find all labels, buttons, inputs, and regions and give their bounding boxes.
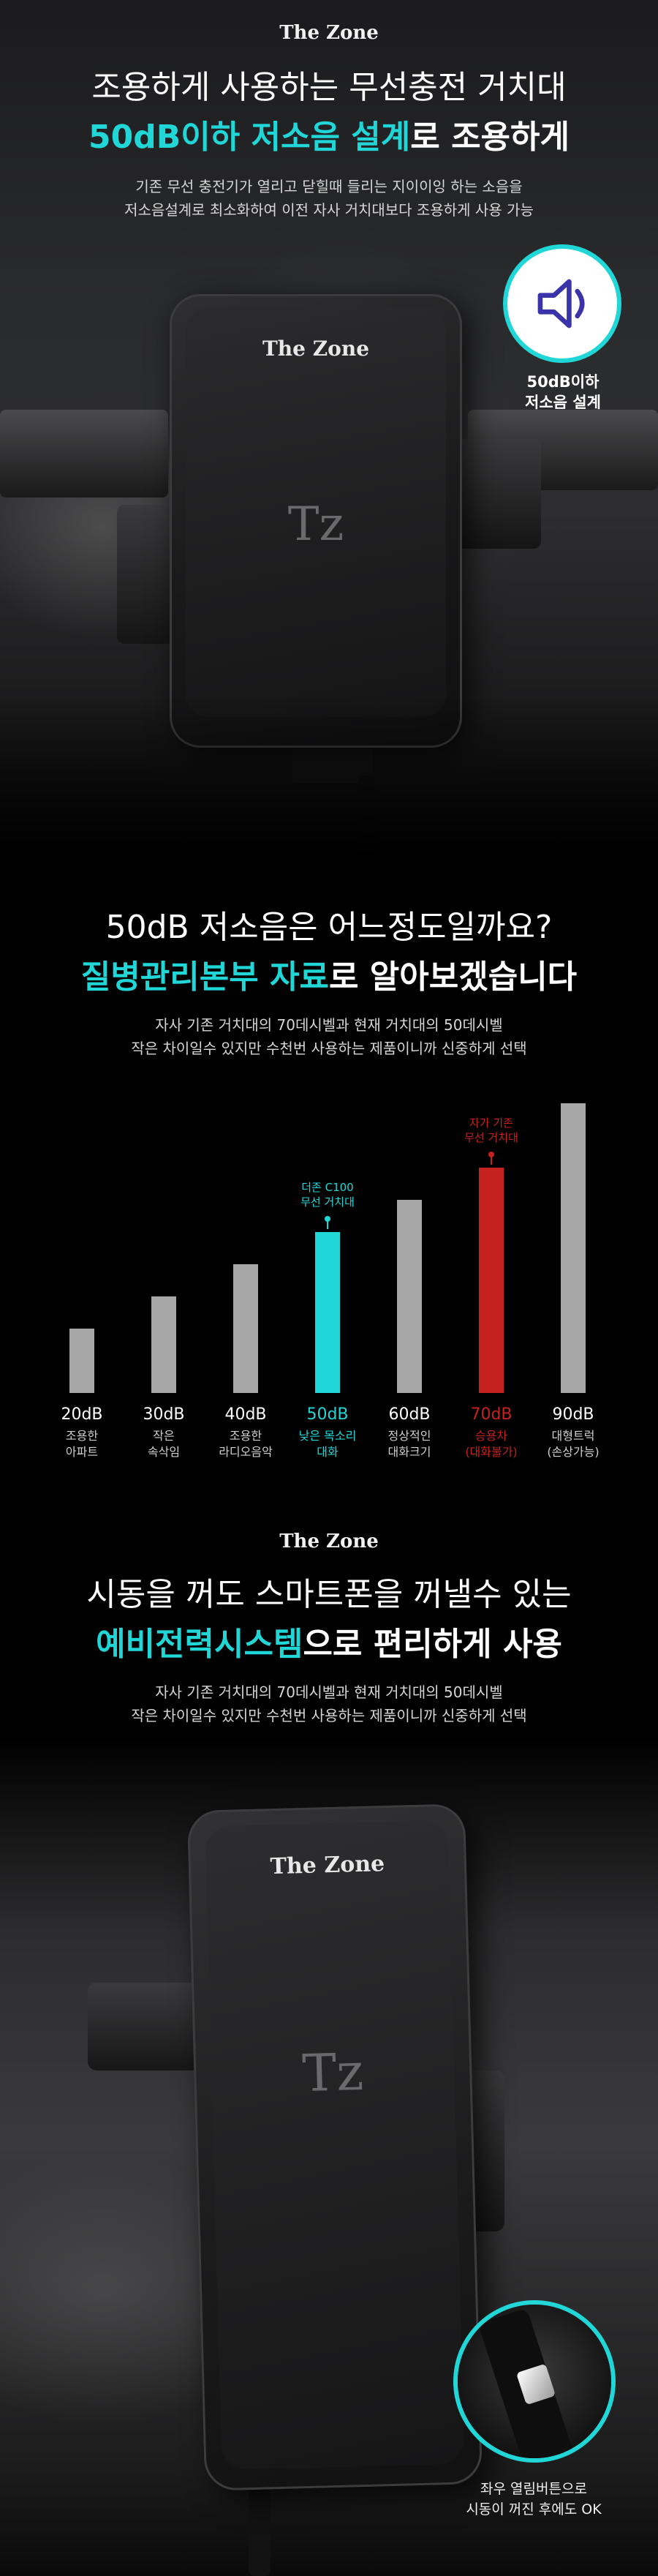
tick-label-70dB: 70dB	[470, 1405, 512, 1424]
bar-90dB	[561, 1103, 586, 1393]
bar-description-90dB-2: (손상가능)	[547, 1445, 599, 1459]
chart-section-title-rest: 로 알아보겠습니다	[329, 958, 578, 996]
release-button-zoom	[458, 2305, 611, 2458]
backup-desc-line2: 작은 차이일수 있지만 수천번 사용하는 제품이니까 신중하게 선택	[131, 1707, 527, 1724]
wireless-charger-device: The Zone Tz	[170, 294, 462, 748]
bar-description-40dB-1: 조용한	[230, 1429, 262, 1443]
chart-section-title-line1: 50dB 저소음은 어느정도일까요?	[105, 909, 553, 946]
bar-description-50dB-1: 낮은 목소리	[299, 1429, 357, 1443]
bar-description-30dB-1: 작은	[153, 1429, 174, 1443]
hero-title-accent: 50dB이하 저소음 설계	[88, 119, 411, 156]
zoom-caption-line1: 좌우 열림버튼으로	[480, 2481, 587, 2497]
hero-desc-line2: 저소음설계로 최소화하여 이전 자사 거치대보다 조용하게 사용 가능	[124, 201, 534, 219]
brand-logo-2: The Zone	[279, 1531, 379, 1552]
annotation-70dB-1: 자가 기존	[469, 1116, 513, 1130]
device-brand-label: The Zone	[262, 337, 370, 361]
annotation-dot-50dB	[325, 1216, 330, 1222]
chart-section-desc-line2: 작은 차이일수 있지만 수천번 사용하는 제품이니까 신중하게 선택	[131, 1040, 527, 1057]
brand-logo: The Zone	[279, 22, 379, 44]
bar-description-20dB-2: 아파트	[66, 1445, 98, 1459]
tick-label-40dB: 40dB	[224, 1405, 266, 1424]
device-logo: Tz	[287, 497, 344, 552]
tick-label-50dB: 50dB	[306, 1405, 348, 1424]
bar-description-40dB-2: 라디오음악	[219, 1445, 273, 1459]
charging-pad-2: The Zone Tz	[205, 1820, 465, 2471]
hero-title-line1: 조용하게 사용하는 무선충전 거치대	[91, 69, 567, 106]
hero-desc-line1: 기존 무선 충전기가 열리고 닫힐때 들리는 지이이잉 하는 소음을	[135, 178, 523, 195]
annotation-50dB-1: 더존 C100	[301, 1181, 353, 1194]
hero-title-rest: 로 조용하게	[410, 119, 570, 156]
chart-section-desc-line1: 자사 기존 거치대의 70데시벨과 현재 거치대의 50데시벨	[155, 1016, 503, 1034]
annotation-70dB-2: 무선 거치대	[464, 1131, 518, 1144]
bar-70dB	[479, 1168, 504, 1393]
zoom-caption-line2: 시동이 꺼진 후에도 OK	[466, 2501, 602, 2517]
annotation-50dB-2: 무선 거치대	[300, 1195, 355, 1209]
speaker-icon	[537, 279, 585, 328]
backup-title-line1: 시동을 꺼도 스마트폰을 꺼낼수 있는	[86, 1576, 572, 1613]
tick-label-20dB: 20dB	[61, 1405, 102, 1424]
bar-description-90dB-1: 대형트럭	[552, 1429, 595, 1443]
bar-description-70dB-1: 승용차	[475, 1429, 507, 1443]
wireless-charger-device-2: The Zone Tz	[186, 1803, 483, 2491]
tick-label-90dB: 90dB	[552, 1405, 594, 1424]
bar-description-60dB-1: 정상적인	[388, 1429, 431, 1443]
bar-description-70dB-2: (대화불가)	[465, 1445, 517, 1459]
backup-title-rest: 으로 편리하게 사용	[303, 1626, 562, 1663]
decibel-comparison-section: 50dB 저소음은 어느정도일까요? 질병관리본부 자료로 알아보겠습니다 자사…	[0, 856, 658, 1500]
tick-label-60dB: 60dB	[388, 1405, 430, 1424]
annotation-dot-70dB	[488, 1152, 494, 1157]
low-noise-badge	[507, 249, 617, 358]
low-noise-hero-section: The Zone 조용하게 사용하는 무선충전 거치대 50dB이하 저소음 설…	[0, 0, 658, 863]
backup-power-section: The Zone 시동을 꺼도 스마트폰을 꺼낼수 있는 예비전력시스템으로 편…	[0, 1500, 658, 2576]
bar-description-50dB-2: 대화	[317, 1445, 339, 1459]
bar-50dB	[315, 1232, 340, 1393]
bar-description-20dB-1: 조용한	[66, 1429, 98, 1443]
device-brand-label-2: The Zone	[270, 1851, 385, 1880]
tick-label-30dB: 30dB	[143, 1405, 184, 1424]
backup-title-line2: 예비전력시스템으로 편리하게 사용	[0, 1623, 658, 1667]
badge-caption-line1: 50dB이하	[526, 373, 600, 391]
bar-description-30dB-2: 속삭임	[148, 1445, 180, 1459]
charging-pad: The Zone Tz	[186, 307, 446, 717]
device-logo-2: Tz	[301, 2041, 365, 2104]
bar-60dB	[397, 1200, 422, 1393]
badge-caption-line2: 저소음 설계	[525, 394, 601, 411]
bar-40dB	[233, 1264, 258, 1393]
charging-cable-2	[249, 2480, 271, 2576]
hero-title-line2: 50dB이하 저소음 설계로 조용하게	[0, 116, 658, 159]
bar-30dB	[151, 1296, 176, 1393]
bar-description-60dB-2: 대화크기	[388, 1445, 431, 1459]
chart-section-title-accent: 질병관리본부 자료	[80, 958, 329, 996]
backup-desc-line1: 자사 기존 거치대의 70데시벨과 현재 거치대의 50데시벨	[155, 1683, 503, 1701]
section-fade	[0, 695, 658, 856]
car-vent-left	[0, 410, 168, 497]
chart-section-title-line2: 질병관리본부 자료로 알아보겠습니다	[0, 955, 658, 999]
backup-title-accent: 예비전력시스템	[96, 1626, 303, 1663]
bar-20dB	[69, 1329, 94, 1393]
